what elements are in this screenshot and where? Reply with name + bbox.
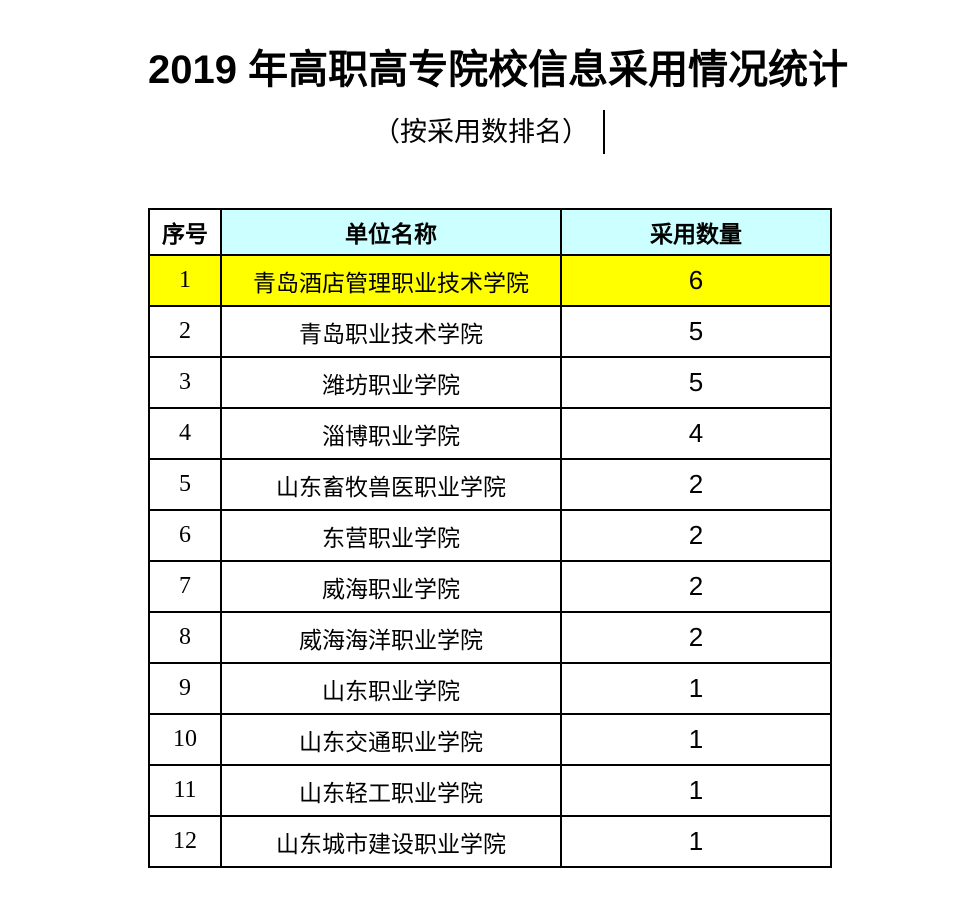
table-row: 11 山东轻工职业学院 1: [148, 764, 832, 817]
table-row: 6 东营职业学院 2: [148, 509, 832, 562]
header-adoption-count[interactable]: 采用数量: [560, 208, 832, 256]
rank-cell[interactable]: 10: [148, 713, 222, 766]
page-subtitle[interactable]: （按采用数排名）: [373, 117, 589, 147]
rank-cell[interactable]: 11: [148, 764, 222, 817]
subtitle-line: （按采用数排名）: [148, 108, 830, 156]
count-cell[interactable]: 1: [560, 764, 832, 817]
unit-name-cell[interactable]: 威海海洋职业学院: [220, 611, 562, 664]
count-cell[interactable]: 2: [560, 560, 832, 613]
rank-cell[interactable]: 8: [148, 611, 222, 664]
header-unit-name[interactable]: 单位名称: [220, 208, 562, 256]
document-page: 2019 年高职高专院校信息采用情况统计 （按采用数排名） 序号 单位名称 采用…: [0, 46, 960, 911]
rank-cell[interactable]: 3: [148, 356, 222, 409]
unit-name-cell[interactable]: 山东职业学院: [220, 662, 562, 715]
table-row: 3 潍坊职业学院 5: [148, 356, 832, 409]
unit-name-cell[interactable]: 山东交通职业学院: [220, 713, 562, 766]
page-title[interactable]: 2019 年高职高专院校信息采用情况统计: [148, 48, 849, 92]
table-row: 7 威海职业学院 2: [148, 560, 832, 613]
count-cell[interactable]: 1: [560, 815, 832, 868]
unit-name-cell[interactable]: 淄博职业学院: [220, 407, 562, 460]
unit-name-cell[interactable]: 山东轻工职业学院: [220, 764, 562, 817]
table-row: 10 山东交通职业学院 1: [148, 713, 832, 766]
header-rank[interactable]: 序号: [148, 208, 222, 256]
rank-cell[interactable]: 9: [148, 662, 222, 715]
table-header-row: 序号 单位名称 采用数量: [148, 208, 832, 256]
unit-name-cell[interactable]: 青岛酒店管理职业技术学院: [220, 254, 562, 307]
unit-name-cell[interactable]: 青岛职业技术学院: [220, 305, 562, 358]
rank-cell[interactable]: 12: [148, 815, 222, 868]
unit-name-cell[interactable]: 东营职业学院: [220, 509, 562, 562]
table-row: 5 山东畜牧兽医职业学院 2: [148, 458, 832, 511]
count-cell[interactable]: 2: [560, 509, 832, 562]
rank-cell[interactable]: 2: [148, 305, 222, 358]
unit-name-cell[interactable]: 威海职业学院: [220, 560, 562, 613]
table-row: 4 淄博职业学院 4: [148, 407, 832, 460]
count-cell[interactable]: 5: [560, 305, 832, 358]
count-cell[interactable]: 1: [560, 713, 832, 766]
count-cell[interactable]: 6: [560, 254, 832, 307]
count-cell[interactable]: 1: [560, 662, 832, 715]
table-body: 1 青岛酒店管理职业技术学院 6 2 青岛职业技术学院 5 3 潍坊职业学院 5 4 淄博职业学院 4…: [148, 254, 832, 868]
rank-cell[interactable]: 4: [148, 407, 222, 460]
count-cell[interactable]: 4: [560, 407, 832, 460]
count-cell[interactable]: 5: [560, 356, 832, 409]
table-row: 2 青岛职业技术学院 5: [148, 305, 832, 358]
text-cursor: [603, 110, 605, 154]
count-cell[interactable]: 2: [560, 458, 832, 511]
rank-cell[interactable]: 5: [148, 458, 222, 511]
table-row: 12 山东城市建设职业学院 1: [148, 815, 832, 868]
table-row: 8 威海海洋职业学院 2: [148, 611, 832, 664]
rank-cell[interactable]: 7: [148, 560, 222, 613]
table-row: 1 青岛酒店管理职业技术学院 6: [148, 254, 832, 307]
rank-cell[interactable]: 1: [148, 254, 222, 307]
unit-name-cell[interactable]: 潍坊职业学院: [220, 356, 562, 409]
table-row: 9 山东职业学院 1: [148, 662, 832, 715]
unit-name-cell[interactable]: 山东畜牧兽医职业学院: [220, 458, 562, 511]
count-cell[interactable]: 2: [560, 611, 832, 664]
adoption-stats-table: 序号 单位名称 采用数量 1 青岛酒店管理职业技术学院 6 2 青岛职业技术学院 5 3 潍坊…: [148, 208, 832, 868]
unit-name-cell[interactable]: 山东城市建设职业学院: [220, 815, 562, 868]
rank-cell[interactable]: 6: [148, 509, 222, 562]
